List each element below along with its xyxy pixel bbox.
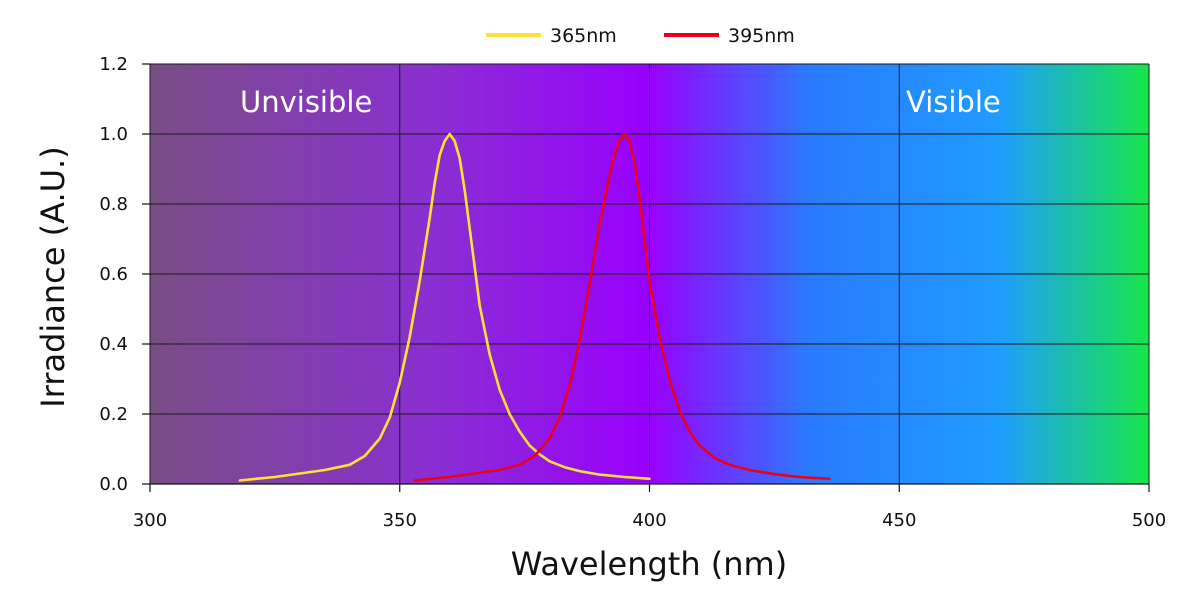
region-label-unvisible: Unvisible [240,85,372,119]
x-tick-label: 300 [133,510,167,531]
series-line-395nm [413,132,831,482]
x-tick-label: 500 [1132,510,1166,531]
legend-item-365nm: 365nm [486,25,617,47]
region-label-visible: Visible [906,85,1001,119]
legend-label: 365nm [550,25,617,47]
y-axis-title: Irradiance (A.U.) [34,146,72,407]
series-line-365nm [238,132,651,482]
x-axis-title: Wavelength (nm) [511,545,787,583]
y-tick-label: 0.0 [99,474,128,495]
legend-label: 395nm [728,25,795,47]
y-tick-label: 0.4 [99,334,128,355]
y-tick-label: 0.8 [99,194,128,215]
y-tick-label: 1.2 [99,54,128,75]
legend-item-395nm: 395nm [664,25,795,47]
x-tick-label: 350 [383,510,417,531]
y-tick-label: 0.6 [99,264,128,285]
y-tick-label: 1.0 [99,124,128,145]
x-tick-label: 450 [882,510,916,531]
x-tick-label: 400 [632,510,666,531]
y-tick-label: 0.2 [99,404,128,425]
